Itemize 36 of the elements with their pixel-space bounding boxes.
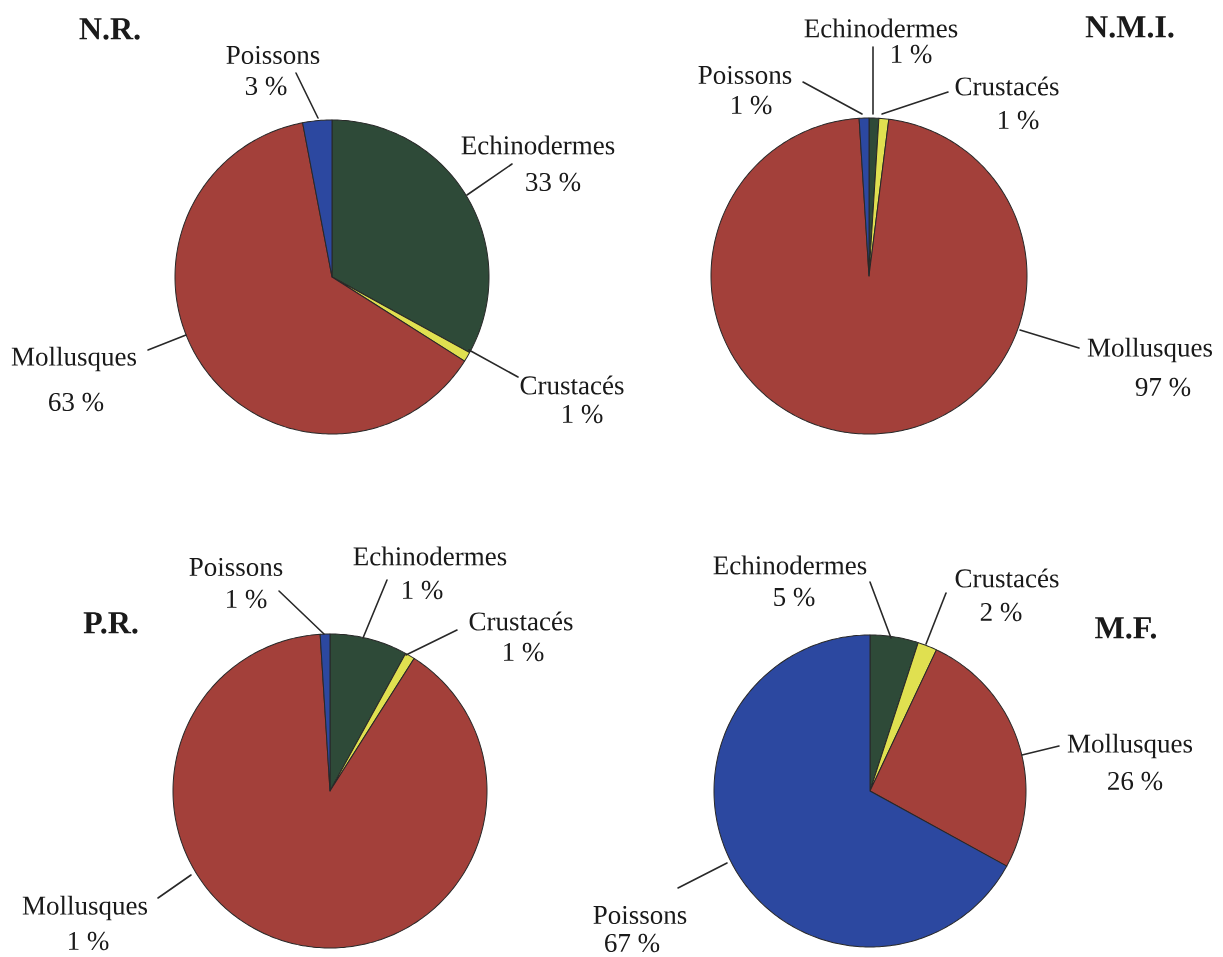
data-label: 67 % [605, 933, 660, 953]
slice-label: Poissons [189, 557, 283, 577]
text: 1 % [227, 589, 267, 609]
chart-title: N.R. [79, 18, 140, 40]
data-label: 3 % [245, 76, 287, 96]
chart-title: N.M.I. [1085, 16, 1174, 38]
data-label: 2 % [980, 602, 1022, 622]
text: 1 % [69, 931, 109, 951]
slice-label: Echinodermes [353, 546, 507, 566]
slice-label: Echinodermes [713, 555, 867, 575]
text: 1 % [403, 580, 443, 600]
data-label: 26 % [1108, 771, 1163, 791]
slice-label: Crustacés [469, 611, 573, 631]
data-label: 1 % [732, 95, 772, 115]
slice-label: Poissons [226, 45, 320, 65]
data-label: 5 % [774, 587, 815, 607]
slice-label: Poissons [593, 905, 687, 925]
slice-label: Poissons [698, 65, 792, 85]
text: M.F. [1095, 617, 1157, 639]
slice-label: Mollusques [1067, 733, 1193, 759]
slice-label: Echinodermes [804, 18, 958, 38]
data-label: 1 % [999, 110, 1039, 130]
data-label: 97 % [1135, 377, 1191, 397]
slice-label: Crustacés [520, 375, 624, 395]
text: 1 % [504, 642, 544, 662]
data-label: 1 % [563, 404, 603, 424]
slice-label: Crustacés [955, 568, 1059, 588]
data-label: 33 % [526, 172, 581, 192]
slice-label: Mollusques [11, 346, 137, 372]
slice-label: Mollusques [22, 895, 148, 921]
slice-label: Mollusques [1087, 337, 1213, 363]
data-label: 63 % [49, 392, 104, 412]
slice-label: Echinodermes [461, 135, 615, 155]
slice-label: Crustacés [955, 76, 1059, 96]
text: P.R. [83, 612, 138, 634]
data-label: 1 % [892, 44, 932, 64]
